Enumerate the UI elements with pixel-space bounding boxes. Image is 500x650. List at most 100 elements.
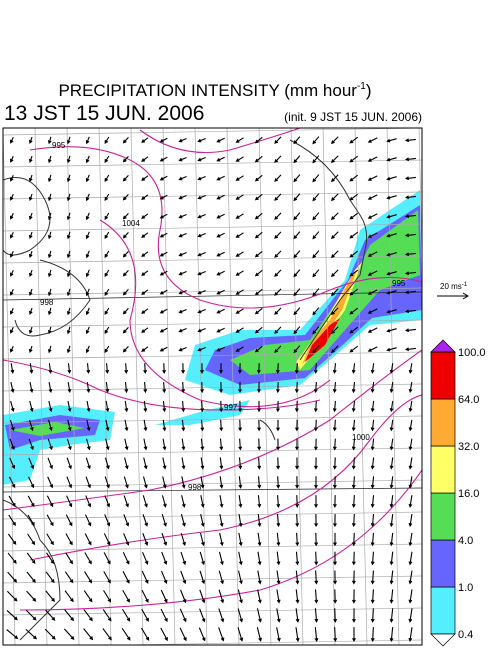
wind-arrow bbox=[352, 608, 356, 623]
wind-arrow bbox=[9, 175, 14, 182]
wind-arrow bbox=[238, 532, 243, 547]
wind-arrow bbox=[332, 419, 337, 432]
wind-arrow bbox=[85, 288, 90, 297]
wind-arrow bbox=[46, 514, 54, 527]
wind-arrow bbox=[66, 288, 71, 297]
wind-arrow bbox=[122, 155, 129, 163]
wind-arrow bbox=[47, 193, 52, 202]
wind-arrow bbox=[141, 194, 149, 200]
wind-arrow bbox=[122, 193, 129, 201]
wind-arrow bbox=[104, 288, 110, 296]
wind-arrow bbox=[47, 326, 52, 335]
wind-arrow bbox=[45, 609, 56, 621]
wind-arrow bbox=[235, 156, 244, 162]
wind-arrow bbox=[159, 327, 168, 333]
wind-arrow bbox=[367, 194, 378, 200]
wind-arrow bbox=[257, 476, 262, 489]
wind-arrow bbox=[124, 382, 129, 394]
title: PRECIPITATION INTENSITY (mm hour-1) bbox=[58, 81, 371, 100]
wind-scale-arrow bbox=[437, 292, 469, 300]
wind-arrow bbox=[235, 270, 244, 276]
wind-arrow bbox=[294, 382, 299, 394]
colorbar-segment bbox=[430, 539, 456, 588]
wind-arrow bbox=[370, 476, 375, 489]
wind-arrow bbox=[48, 363, 53, 374]
grid-line bbox=[322, 128, 336, 645]
wind-arrow bbox=[330, 269, 339, 278]
wind-arrow bbox=[159, 232, 168, 238]
wind-arrow bbox=[28, 231, 33, 240]
grid-line bbox=[3, 159, 422, 168]
wind-arrow bbox=[46, 495, 54, 508]
wind-arrow bbox=[66, 174, 71, 183]
wind-arrow bbox=[294, 400, 299, 413]
wind-arrow bbox=[85, 212, 90, 221]
wind-arrow bbox=[351, 551, 356, 566]
wind-arrow bbox=[159, 346, 168, 352]
wind-arrow bbox=[143, 457, 148, 470]
wind-arrow bbox=[200, 457, 205, 470]
wind-arrow bbox=[10, 363, 15, 374]
grid-line bbox=[3, 319, 422, 328]
wind-arrow bbox=[349, 269, 359, 277]
grid-line bbox=[3, 128, 16, 645]
wind-arrow bbox=[274, 212, 282, 220]
wind-arrow bbox=[161, 532, 168, 546]
wind-arrow bbox=[293, 326, 301, 335]
wind-arrow bbox=[104, 495, 111, 508]
wind-arrow bbox=[9, 137, 14, 144]
wind-arrow bbox=[65, 552, 73, 565]
wind-arrow bbox=[103, 571, 111, 584]
wind-arrow bbox=[295, 476, 299, 489]
wind-arrow bbox=[124, 400, 129, 413]
wind-arrow bbox=[218, 589, 225, 604]
wind-arrow bbox=[314, 495, 318, 509]
wind-arrow bbox=[408, 382, 413, 394]
wind-arrow bbox=[104, 476, 110, 489]
wind-arrow bbox=[159, 308, 168, 314]
wind-arrow bbox=[162, 382, 167, 394]
wind-arrow bbox=[404, 176, 416, 181]
wind-arrow bbox=[235, 213, 244, 219]
wind-arrow bbox=[9, 327, 14, 334]
wind-arrow bbox=[330, 155, 339, 164]
wind-arrow bbox=[159, 251, 168, 257]
grid-line bbox=[418, 128, 422, 273]
wind-arrow bbox=[330, 231, 339, 240]
wind-arrow bbox=[67, 419, 72, 432]
wind-arrow bbox=[104, 155, 110, 163]
wind-arrow bbox=[386, 233, 397, 238]
wind-arrow bbox=[295, 419, 299, 432]
wind-arrow bbox=[141, 232, 149, 238]
wind-arrow bbox=[178, 175, 187, 181]
wind-arrow bbox=[162, 457, 167, 470]
wind-arrow bbox=[200, 363, 204, 374]
wind-arrow bbox=[67, 382, 72, 394]
wind-arrow bbox=[47, 476, 54, 489]
wind-arrow bbox=[85, 345, 90, 354]
wind-arrow bbox=[199, 570, 206, 585]
wind-arrow bbox=[254, 250, 263, 258]
wind-arrow bbox=[103, 533, 111, 546]
wind-arrow bbox=[219, 438, 224, 451]
wind-arrow bbox=[9, 438, 15, 451]
wind-arrow bbox=[370, 438, 375, 451]
wind-arrow bbox=[9, 419, 15, 432]
wind-arrow bbox=[386, 195, 397, 200]
wind-arrow bbox=[66, 307, 71, 316]
wind-arrow bbox=[293, 250, 301, 259]
wind-arrow bbox=[9, 232, 14, 239]
grid-line bbox=[3, 487, 422, 493]
wind-arrow bbox=[276, 589, 281, 604]
wind-scale-text: 20 ms bbox=[440, 282, 462, 291]
wind-arrow bbox=[389, 419, 394, 432]
wind-arrow bbox=[142, 476, 148, 489]
grid-line bbox=[3, 255, 422, 264]
wind-arrow bbox=[178, 156, 187, 162]
wind-arrow bbox=[256, 608, 262, 623]
wind-arrow bbox=[84, 533, 92, 546]
wind-arrow bbox=[141, 608, 149, 622]
wind-arrow bbox=[404, 328, 416, 333]
wind-arrow bbox=[200, 400, 205, 413]
wind-arrow bbox=[143, 438, 148, 451]
